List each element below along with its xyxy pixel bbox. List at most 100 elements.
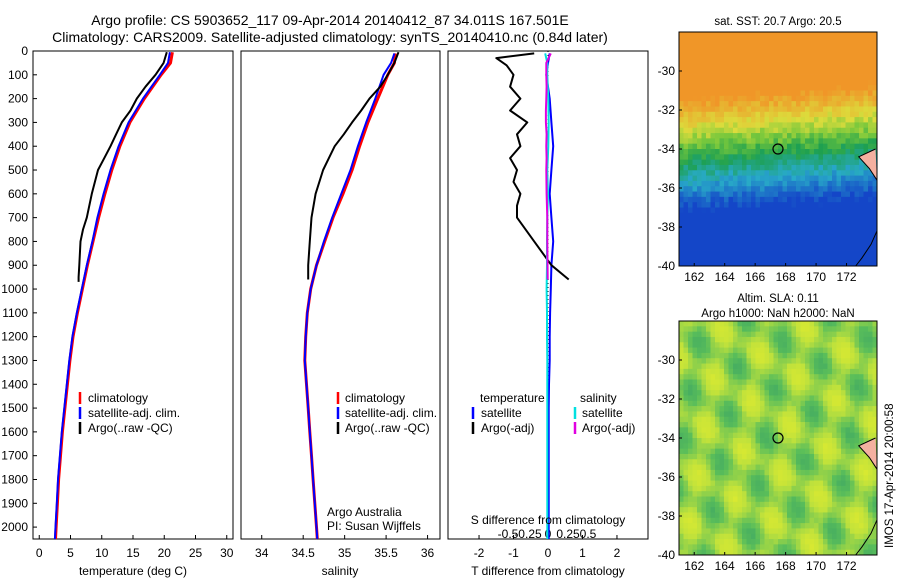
y-tick-label: 900 (8, 258, 28, 272)
map-x-tick-label: 166 (745, 559, 765, 573)
series-line-temperature-argo-adj- (495, 52, 570, 281)
coastline-north (857, 148, 878, 181)
s-tick-label: 0.5 (580, 527, 597, 541)
map-x-tick-label: 168 (776, 559, 796, 573)
y-tick-label: 1900 (1, 496, 28, 510)
y-tick-label: 2000 (1, 520, 28, 534)
y-tick-label: 700 (8, 211, 28, 225)
sla-map-subtitle: Argo h1000: NaN h2000: NaN (701, 308, 854, 320)
series-line-temperature-satellite (545, 53, 555, 539)
x-tick-label: 2 (614, 546, 621, 560)
salinity-axis-ticks: 34 34.5 35 35.5 36 (255, 535, 435, 560)
x-tick-label: 0 (36, 546, 43, 560)
sst-map-title: sat. SST: 20.7 Argo: 20.5 (714, 16, 841, 28)
coastline-north (857, 437, 878, 470)
temperature-panel: 0100200300400500600700800900100011001200… (1, 44, 233, 578)
map-y-tick-label: -34 (658, 431, 676, 445)
depth-axis-ticks: 0 100 200 300 400 500 600 700 800 900 1000 1100 1200… (1, 44, 37, 534)
legend-label-temp-argo: Argo(-adj) (481, 421, 534, 435)
map-y-tick-label: -30 (658, 353, 676, 367)
sst-map: 162 164 166 168 170 172 -30 -32 -34 -36 -38 -40 (658, 31, 878, 284)
temperature-axes-frame (32, 50, 234, 540)
y-tick-label: 0 (21, 44, 28, 58)
institution-note: Argo Australia (327, 505, 402, 519)
x-tick-label: 30 (220, 546, 234, 560)
legend-label-argo: Argo(..raw -QC) (345, 421, 430, 435)
map-x-tick-label: 162 (684, 559, 704, 573)
y-tick-label: 600 (8, 187, 28, 201)
map-x-tick-label: 172 (837, 559, 857, 573)
y-tick-label: 1400 (1, 377, 28, 391)
series-line-argo-raw-qc- (307, 51, 400, 280)
y-tick-label: 200 (8, 92, 28, 106)
legend-label-sal-satellite: satellite (582, 406, 623, 420)
temperature-axis-ticks: 0 5 10 15 20 25 30 (36, 535, 234, 560)
series-line-satellite-adj-clim- (303, 53, 396, 540)
x-tick-label: 10 (95, 546, 109, 560)
coastline-south (855, 230, 878, 267)
difference-series (495, 52, 570, 539)
map-x-tick-label: 166 (745, 270, 765, 284)
salinity-axes-frame (240, 50, 441, 540)
map-y-tick-label: -36 (658, 470, 676, 484)
salinity-legend: climatology satellite-adj. clim. Argo(..… (336, 391, 437, 435)
temperature-legend: climatology satellite-adj. clim. Argo(..… (78, 391, 180, 435)
map-x-tick-label: 164 (715, 270, 735, 284)
map-x-tick-label: 162 (684, 270, 704, 284)
y-tick-label: 1100 (2, 306, 28, 320)
y-tick-label: 1200 (1, 330, 28, 344)
map-x-tick-label: 170 (806, 270, 826, 284)
y-tick-label: 1300 (1, 353, 28, 367)
map-y-tick-label: -34 (658, 142, 676, 156)
x-tick-label: 35.5 (374, 546, 398, 560)
map-y-tick-label: -30 (658, 64, 676, 78)
y-tick-label: 1500 (1, 401, 28, 415)
map-x-tick-label: 172 (837, 270, 857, 284)
sla-map: 162 164 166 168 170 172 -30 -32 -34 -36 -38 -40 (658, 320, 878, 573)
y-tick-label: 300 (8, 115, 28, 129)
x-tick-label: 36 (421, 546, 435, 560)
legend-label-sal-argo: Argo(-adj) (582, 421, 635, 435)
x-tick-label: -2 (474, 546, 485, 560)
x-tick-label: 35 (338, 546, 352, 560)
series-line-climatology (54, 51, 174, 540)
map-y-tick-label: -40 (658, 259, 676, 273)
salinity-xlabel: salinity (322, 564, 359, 578)
s-tick-label: 0.25 (556, 527, 580, 541)
s-tick-label: -0.25 (514, 527, 542, 541)
series-line-satellite-adj-clim- (53, 52, 171, 540)
x-tick-label: 5 (67, 546, 74, 560)
map-y-tick-label: -40 (658, 548, 676, 562)
legend-label-climatology: climatology (345, 391, 405, 405)
legend-label-argo: Argo(..raw -QC) (88, 421, 173, 435)
map-y-tick-label: -38 (658, 220, 676, 234)
x-tick-label: 34 (255, 546, 269, 560)
y-tick-label: 1800 (1, 472, 28, 486)
y-tick-label: 1000 (1, 282, 28, 296)
legend-label-satellite: satellite-adj. clim. (88, 406, 180, 420)
map-x-tick-label: 170 (806, 559, 826, 573)
header-line-2: Climatology: CARS2009. Satellite-adjuste… (52, 29, 608, 45)
y-tick-label: 800 (8, 234, 28, 248)
x-tick-label: 1 (579, 546, 586, 560)
map-y-tick-label: -32 (658, 392, 676, 406)
legend-label-climatology: climatology (88, 391, 148, 405)
legend-label-temp-satellite: satellite (481, 406, 522, 420)
coastline-south (855, 519, 878, 556)
t-difference-xlabel: T difference from climatology (471, 564, 625, 578)
legend-title-temperature: temperature (480, 391, 545, 405)
float-position-marker (772, 432, 784, 444)
series-line-salinity-argo-adj- (544, 52, 552, 280)
imos-credit: IMOS 17-Apr-2014 20:00:58 (884, 404, 896, 548)
y-tick-label: 1700 (1, 449, 28, 463)
map-x-tick-label: 164 (715, 559, 735, 573)
s-difference-xlabel: S difference from climatology (471, 513, 626, 527)
x-tick-label: 34.5 (292, 546, 316, 560)
sla-map-title: Altim. SLA: 0.11 (737, 293, 819, 305)
header-line-1: Argo profile: CS 5903652_117 09-Apr-2014… (91, 12, 568, 28)
y-tick-label: 400 (8, 139, 28, 153)
float-position-marker (772, 143, 784, 155)
salinity-panel: 34 34.5 35 35.5 36 salinity climatology sate… (240, 50, 441, 578)
y-tick-label: 100 (8, 68, 28, 82)
